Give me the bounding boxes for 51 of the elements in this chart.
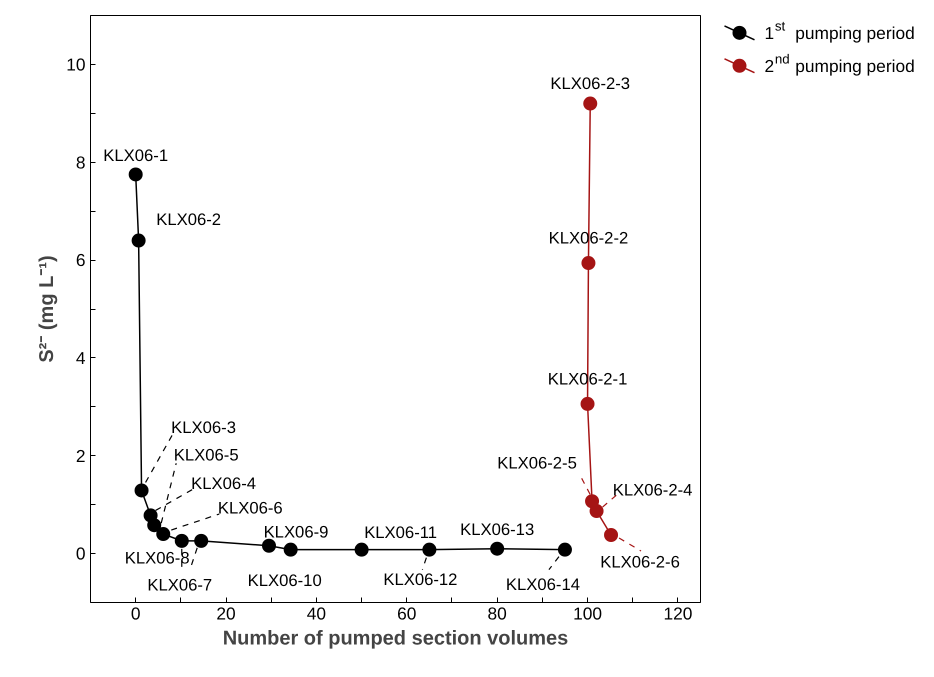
y-tick-label: 8 xyxy=(76,152,86,172)
annotation: KLX06-6 xyxy=(218,498,283,518)
point xyxy=(583,96,598,111)
point xyxy=(354,542,369,557)
annotation: KLX06-7 xyxy=(147,575,212,594)
annotation: KLX06-8 xyxy=(124,548,190,568)
x-tick-label: 20 xyxy=(216,604,236,624)
x-tick-label: 120 xyxy=(663,604,692,624)
point xyxy=(604,528,618,542)
y-tick-label: 6 xyxy=(76,250,86,270)
x-tick-label: 0 xyxy=(130,604,141,624)
point xyxy=(147,518,162,532)
annotation: KLX06-9 xyxy=(264,522,328,542)
y-axis-title: S²⁻ (mg L⁻¹) xyxy=(36,255,58,363)
point xyxy=(422,542,436,557)
y-tick-label: 2 xyxy=(76,446,86,466)
annotation: KLX06-13 xyxy=(460,520,534,540)
y-tick-label: 4 xyxy=(76,348,86,368)
point xyxy=(490,542,504,556)
point xyxy=(558,542,572,557)
annotation: KLX06-3 xyxy=(171,418,236,437)
annotation: KLX06-1 xyxy=(103,146,168,165)
annotation: KLX06-2 xyxy=(156,210,222,230)
annotation: KLX06-10 xyxy=(248,571,322,590)
point xyxy=(132,234,146,248)
point xyxy=(174,534,189,548)
annotation: KLX06-12 xyxy=(383,570,458,590)
point xyxy=(134,483,149,498)
x-tick-label: 60 xyxy=(397,604,416,624)
point xyxy=(128,167,143,182)
point xyxy=(262,538,276,553)
annotation: KLX06-2-3 xyxy=(550,74,630,94)
annotation: KLX06-2-6 xyxy=(600,552,680,572)
x-tick-label: 40 xyxy=(306,604,326,624)
annotation: KLX06-5 xyxy=(174,446,239,465)
point xyxy=(580,396,595,411)
point xyxy=(284,542,298,557)
x-tick-label: 80 xyxy=(488,604,507,624)
annotation: KLX06-2-5 xyxy=(497,454,577,473)
annotation: KLX06-4 xyxy=(191,474,256,493)
point xyxy=(156,527,170,542)
annotation: KLX06-2-4 xyxy=(612,480,692,500)
point xyxy=(581,256,596,270)
x-axis-title: Number of pumped section volumes xyxy=(222,628,568,650)
annotation: KLX06-11 xyxy=(364,523,438,542)
y-tick-label: 10 xyxy=(66,54,86,74)
x-tick-label: 100 xyxy=(573,604,602,624)
point xyxy=(194,534,208,548)
annotation: KLX06-14 xyxy=(506,575,580,594)
y-tick-label: 0 xyxy=(76,544,86,564)
point xyxy=(590,504,604,518)
